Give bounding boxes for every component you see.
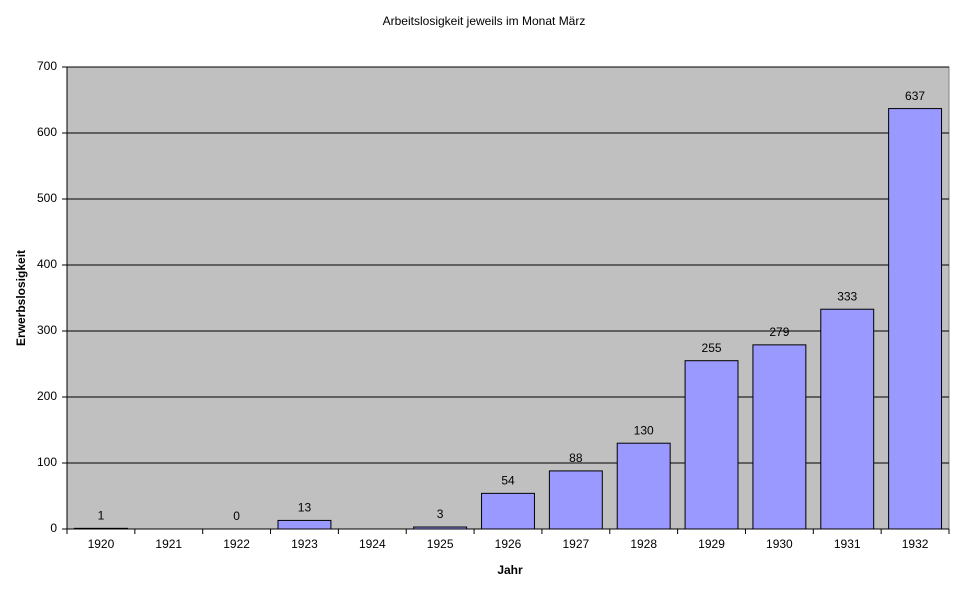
data-label: 54: [501, 474, 515, 488]
bar: [752, 344, 807, 530]
data-label: 333: [837, 289, 857, 303]
x-tick-label: 1932: [902, 537, 929, 551]
x-tick-label: 1922: [223, 537, 250, 551]
data-label: 0: [233, 509, 240, 523]
y-axis-label: Erwerbslosigkeit: [14, 250, 28, 346]
x-tick-label: 1926: [495, 537, 522, 551]
bar: [888, 108, 943, 530]
y-tick-label: 300: [37, 323, 57, 337]
x-tick-label: 1923: [291, 537, 318, 551]
bar: [73, 527, 128, 530]
data-label: 1: [98, 509, 105, 523]
y-tick-label: 700: [37, 59, 57, 73]
x-tick-label: 1924: [359, 537, 386, 551]
data-label: 279: [769, 325, 789, 339]
plot-area: [66, 66, 950, 530]
x-tick-label: 1928: [630, 537, 657, 551]
bar: [616, 442, 671, 530]
chart-title: Arbeitslosigkeit jeweils im Monat März: [383, 14, 586, 28]
bar: [684, 360, 739, 530]
y-tick-label: 0: [50, 521, 57, 535]
x-tick-label: 1925: [427, 537, 454, 551]
x-tick-label: 1931: [834, 537, 861, 551]
bar: [820, 308, 875, 530]
y-tick-label: 200: [37, 389, 57, 403]
y-tick-label: 600: [37, 125, 57, 139]
data-label: 637: [905, 89, 925, 103]
y-tick-label: 500: [37, 191, 57, 205]
data-label: 3: [437, 507, 444, 521]
x-tick-label: 1929: [698, 537, 725, 551]
data-label: 13: [298, 501, 312, 515]
bar: [277, 519, 332, 530]
y-tick-label: 400: [37, 257, 57, 271]
data-label: 130: [634, 423, 654, 437]
bar: [413, 526, 468, 530]
bar: [481, 492, 535, 530]
x-axis-label: Jahr: [497, 563, 523, 577]
x-tick-label: 1920: [88, 537, 115, 551]
data-label: 255: [702, 341, 722, 355]
x-tick-label: 1921: [155, 537, 182, 551]
bar: [548, 470, 603, 530]
y-tick-label: 100: [37, 455, 57, 469]
x-tick-label: 1930: [766, 537, 793, 551]
x-tick-label: 1927: [562, 537, 589, 551]
data-label: 88: [569, 451, 583, 465]
